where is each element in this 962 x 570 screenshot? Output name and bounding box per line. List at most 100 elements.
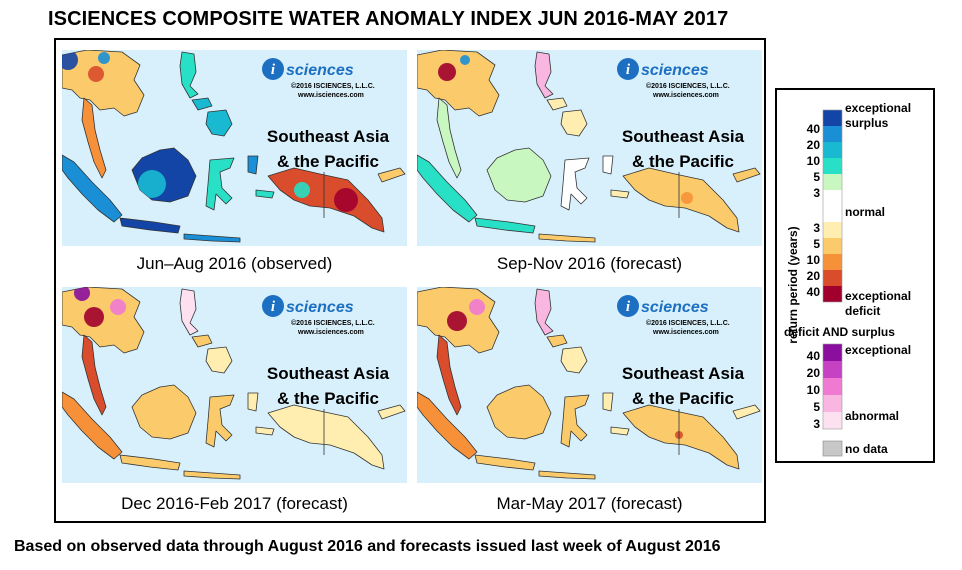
- legend-swatch-deficit: [823, 286, 842, 302]
- region-label-line-2: & the Pacific: [632, 389, 734, 408]
- land-luzon: [179, 288, 199, 336]
- land-mindanao: [560, 109, 588, 137]
- legend-bar-outline: [822, 109, 843, 303]
- legend-surplus-tick-10: 10: [807, 154, 821, 168]
- caption-dec-feb-2017: Dec 2016-Feb 2017 (forecast): [121, 494, 348, 513]
- region-label-line-1: Southeast Asia: [622, 127, 745, 146]
- land-malay-peninsula: [81, 334, 107, 416]
- land-java: [119, 454, 181, 471]
- logo-circle: [617, 58, 639, 80]
- legend-swatch-deficit: [823, 254, 842, 270]
- land-luzon: [534, 288, 554, 336]
- land-sulawesi: [560, 157, 590, 211]
- legend-svg: return period (years) exceptional surplu…: [784, 101, 911, 457]
- anomaly-hotspot: [447, 311, 467, 331]
- legend-deficit-label-1: exceptional: [845, 289, 911, 303]
- legend-swatch-both: [823, 412, 842, 429]
- logo-i-letter: i: [626, 299, 631, 315]
- land-sumatra: [417, 391, 478, 460]
- legend-swatch-both: [823, 378, 842, 395]
- legend-deficit-tick-5: 5: [813, 237, 820, 251]
- region-label-line-1: Southeast Asia: [267, 127, 390, 146]
- isciences-logo: i sciences ©2016 ISCIENCES, L.L.C. www.isci…: [262, 58, 375, 99]
- anomaly-hotspots: [438, 55, 693, 204]
- legend-deficit-tick-10: 10: [807, 253, 821, 267]
- isciences-logo: i sciences ©2016 ISCIENCES, L.L.C. www.isci…: [617, 295, 730, 336]
- legend-swatch-both: [823, 344, 842, 361]
- land-seram: [255, 426, 275, 436]
- logo-website: www.isciences.com: [297, 92, 364, 99]
- legend-swatches: [822, 109, 843, 457]
- land-new-guinea: [267, 404, 385, 470]
- land-seram: [255, 189, 275, 199]
- region-label-line-1: Southeast Asia: [622, 364, 745, 383]
- logo-circle: [617, 295, 639, 317]
- legend-swatch-deficit: [823, 238, 842, 254]
- legend: return period (years) exceptional surplu…: [775, 88, 935, 463]
- logo-i-letter: i: [271, 62, 276, 78]
- legend-both-title: deficit AND surplus: [784, 325, 895, 339]
- land-seram: [610, 426, 630, 436]
- land-new-britain: [732, 167, 761, 183]
- land-sumatra: [62, 391, 123, 460]
- land-java: [474, 217, 536, 234]
- legend-surplus-label-1: exceptional: [845, 101, 911, 115]
- legend-both-outline: [822, 343, 843, 430]
- land-java: [119, 217, 181, 234]
- land-halmahera: [602, 392, 614, 412]
- legend-swatch-both: [823, 361, 842, 378]
- land-lesser-sunda: [183, 233, 241, 243]
- legend-surplus-tick-40: 40: [807, 122, 821, 136]
- land-sulawesi: [205, 157, 235, 211]
- logo-website: www.isciences.com: [297, 329, 364, 336]
- legend-swatch-surplus: [823, 110, 842, 126]
- legend-deficit-tick-40: 40: [807, 285, 821, 299]
- map-panel-dec-feb-2017: i sciences ©2016 ISCIENCES, L.L.C. www.isci…: [62, 287, 407, 483]
- land-lesser-sunda: [538, 470, 596, 480]
- map-panel-sep-nov-2016: i sciences ©2016 ISCIENCES, L.L.C. www.isci…: [417, 50, 762, 246]
- land-visayas: [191, 97, 213, 111]
- legend-both-tick-40: 40: [807, 349, 821, 363]
- anomaly-hotspot: [98, 52, 110, 64]
- legend-nodata-label: no data: [845, 442, 888, 456]
- land-seram: [610, 189, 630, 199]
- anomaly-hotspot: [62, 50, 78, 70]
- land-new-britain: [377, 167, 406, 183]
- legend-surplus-label-2: surplus: [845, 116, 889, 130]
- logo-copyright: ©2016 ISCIENCES, L.L.C.: [646, 82, 730, 90]
- logo-wordmark: sciences: [286, 62, 354, 79]
- legend-swatch-deficit: [823, 270, 842, 286]
- legend-swatch-surplus: [823, 158, 842, 174]
- legend-both-tick-10: 10: [807, 383, 821, 397]
- logo-wordmark: sciences: [641, 62, 709, 79]
- land-sumatra: [62, 154, 123, 223]
- legend-deficit-tick-3: 3: [813, 221, 820, 235]
- land-mindanao: [205, 346, 233, 374]
- anomaly-hotspot: [438, 63, 456, 81]
- land-borneo: [486, 384, 552, 440]
- caption-jun-aug-2016: Jun–Aug 2016 (observed): [136, 254, 333, 273]
- footer-note: Based on observed data through August 20…: [14, 538, 721, 555]
- legend-swatch-surplus: [823, 174, 842, 190]
- caption-mar-may-2017: Mar-May 2017 (forecast): [496, 494, 683, 513]
- legend-surplus-tick-5: 5: [813, 170, 820, 184]
- map-svg: i sciences ©2016 ISCIENCES, L.L.C. www.isci…: [62, 287, 407, 483]
- land-sulawesi: [205, 394, 235, 448]
- legend-both-bottom-label: abnormal: [845, 409, 899, 423]
- legend-surplus-tick-3: 3: [813, 186, 820, 200]
- anomaly-hotspot: [84, 307, 104, 327]
- land-halmahera: [602, 155, 614, 175]
- map-svg: i sciences ©2016 ISCIENCES, L.L.C. www.isci…: [62, 50, 407, 246]
- land-java: [474, 454, 536, 471]
- logo-website: www.isciences.com: [652, 329, 719, 336]
- land-indochina: [417, 50, 500, 117]
- isciences-logo: i sciences ©2016 ISCIENCES, L.L.C. www.isci…: [617, 58, 730, 99]
- land-sulawesi: [560, 394, 590, 448]
- legend-both-tick-20: 20: [807, 366, 821, 380]
- land-halmahera: [247, 392, 259, 412]
- land-visayas: [191, 334, 213, 348]
- legend-swatch-both: [823, 395, 842, 412]
- region-label-line-1: Southeast Asia: [267, 364, 390, 383]
- logo-website: www.isciences.com: [652, 92, 719, 99]
- region-label-line-2: & the Pacific: [277, 152, 379, 171]
